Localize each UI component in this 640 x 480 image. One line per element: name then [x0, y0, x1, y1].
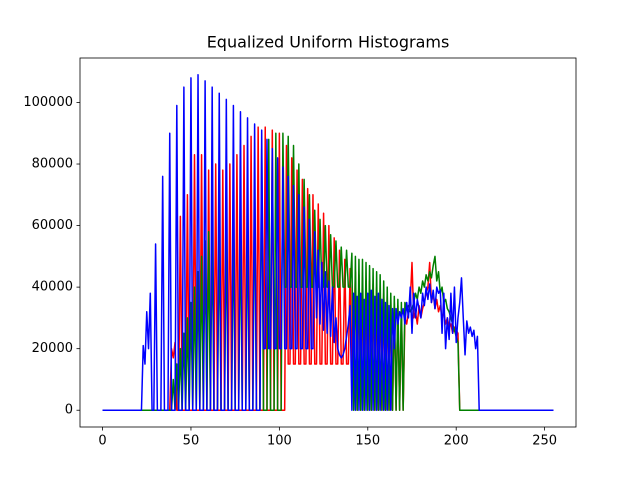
y-tick-label: 20000 [32, 341, 73, 356]
plot-frame [79, 57, 577, 428]
y-tick-label: 100000 [23, 95, 73, 110]
y-tick-label: 80000 [32, 157, 73, 172]
x-tick-label: 50 [183, 434, 200, 449]
y-tick-label: 60000 [32, 218, 73, 233]
y-tick-label: 0 [65, 403, 73, 418]
x-tick-label: 100 [267, 434, 292, 449]
chart-title: Equalized Uniform Histograms [207, 33, 450, 52]
x-tick-label: 0 [98, 434, 106, 449]
x-tick-label: 200 [444, 434, 469, 449]
x-tick-label: 150 [355, 434, 380, 449]
y-tick-label: 40000 [32, 280, 73, 295]
data-line [102, 74, 554, 411]
x-tick-label: 250 [532, 434, 557, 449]
